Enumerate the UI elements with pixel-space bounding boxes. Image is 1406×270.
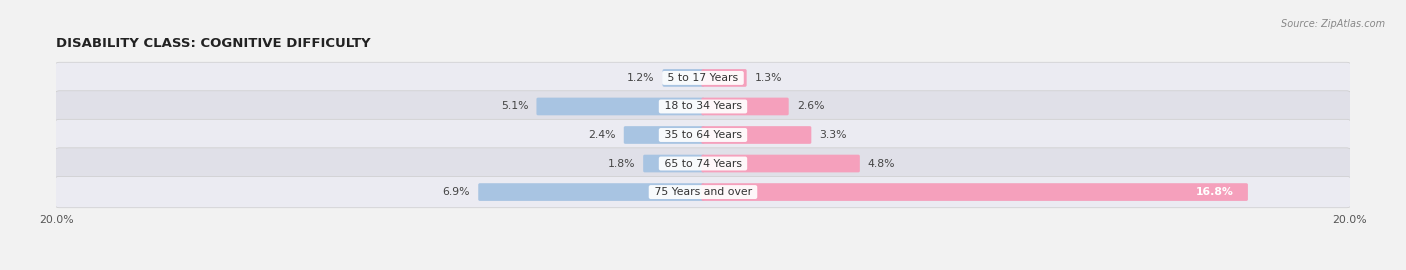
Text: 4.8%: 4.8% [868,158,896,168]
FancyBboxPatch shape [624,126,704,144]
Text: DISABILITY CLASS: COGNITIVE DIFFICULTY: DISABILITY CLASS: COGNITIVE DIFFICULTY [56,37,371,50]
FancyBboxPatch shape [643,155,704,172]
FancyBboxPatch shape [662,69,704,87]
FancyBboxPatch shape [702,155,860,172]
Text: 3.3%: 3.3% [820,130,846,140]
FancyBboxPatch shape [537,98,704,115]
Text: 1.3%: 1.3% [755,73,782,83]
FancyBboxPatch shape [702,126,811,144]
Text: 5.1%: 5.1% [501,102,529,112]
Text: 16.8%: 16.8% [1195,187,1233,197]
FancyBboxPatch shape [55,119,1351,151]
Text: Source: ZipAtlas.com: Source: ZipAtlas.com [1281,19,1385,29]
Text: 2.4%: 2.4% [588,130,616,140]
Text: 75 Years and over: 75 Years and over [651,187,755,197]
FancyBboxPatch shape [702,183,1249,201]
Text: 18 to 34 Years: 18 to 34 Years [661,102,745,112]
Text: 1.2%: 1.2% [627,73,654,83]
FancyBboxPatch shape [55,176,1351,208]
Text: 2.6%: 2.6% [797,102,824,112]
FancyBboxPatch shape [478,183,704,201]
Text: 5 to 17 Years: 5 to 17 Years [664,73,742,83]
Text: 1.8%: 1.8% [607,158,636,168]
Text: 65 to 74 Years: 65 to 74 Years [661,158,745,168]
Text: 6.9%: 6.9% [443,187,470,197]
FancyBboxPatch shape [702,98,789,115]
Text: 35 to 64 Years: 35 to 64 Years [661,130,745,140]
FancyBboxPatch shape [55,62,1351,94]
FancyBboxPatch shape [702,69,747,87]
FancyBboxPatch shape [55,148,1351,179]
FancyBboxPatch shape [55,91,1351,122]
